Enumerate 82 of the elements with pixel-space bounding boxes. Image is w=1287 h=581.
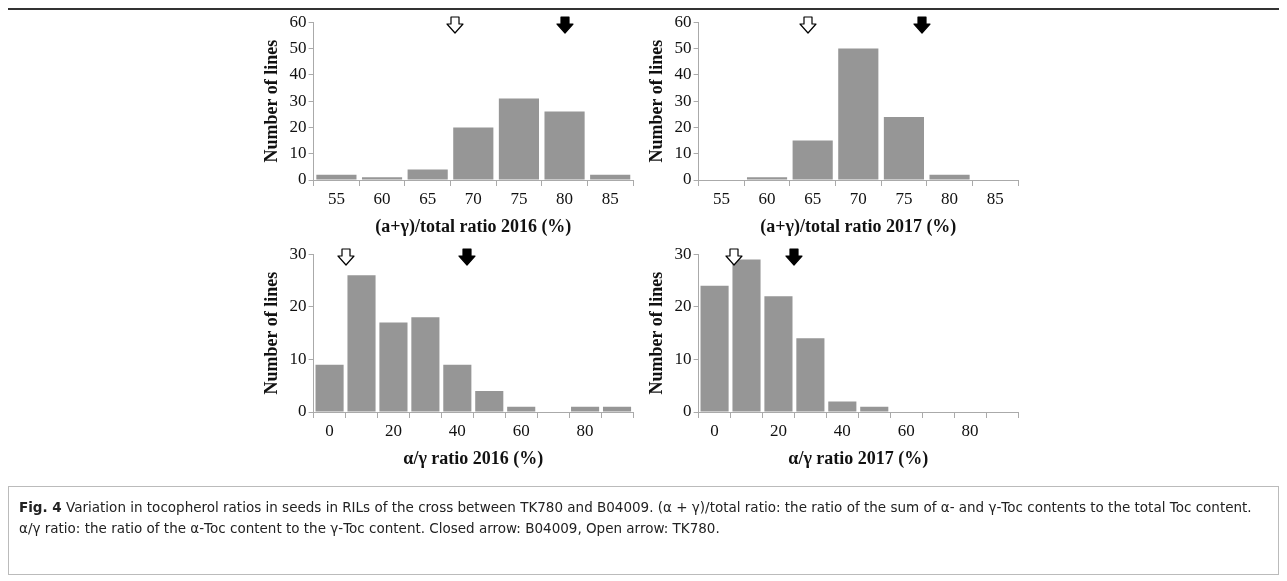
x-tick-label: 55	[327, 188, 345, 208]
x-tick-label: 55	[712, 188, 730, 208]
x-tick-label: 70	[849, 188, 867, 208]
y-tick-label: 30	[289, 243, 307, 263]
y-tick-label: 30	[289, 90, 307, 110]
bar	[602, 406, 632, 412]
y-axis-title: Number of lines	[261, 271, 282, 395]
x-tick-label: 85	[986, 188, 1004, 208]
x-tick-label: 0	[710, 420, 719, 440]
bar	[929, 174, 970, 180]
x-tick-label: 20	[769, 420, 787, 440]
x-tick-label: 80	[961, 420, 979, 440]
y-tick-label: 30	[674, 90, 692, 110]
bar	[590, 174, 631, 180]
x-tick-label: 80	[556, 188, 574, 208]
bar	[732, 259, 761, 412]
bar	[883, 116, 925, 180]
x-tick-label: 60	[758, 188, 776, 208]
bar	[361, 177, 403, 180]
x-tick-label: 60	[373, 188, 391, 208]
y-tick-label: 60	[289, 11, 307, 31]
y-axis-title: Number of lines	[646, 271, 667, 395]
caption: Fig. 4 Variation in tocopherol ratios in seeds in RILs of the cross between TK780 and B04009. (α + γ)/total ratio: the ratio of the sum of α- and γ-Toc contents to the total Toc content. α/γ ratio: the ratio of the α-Toc content to the γ-Toc content. Closed arrow: B04009, Open arrow: TK780.	[19, 499, 1252, 536]
bar	[700, 285, 729, 412]
y-tick-label: 50	[289, 37, 307, 57]
x-tick-label: 80	[576, 420, 594, 440]
x-axis-title: (a+γ)/total ratio 2016 (%)	[375, 215, 572, 237]
y-tick-label: 10	[674, 143, 692, 163]
bar	[407, 169, 448, 180]
bar	[507, 406, 536, 412]
bar	[828, 401, 857, 412]
x-tick-label: 80	[941, 188, 959, 208]
x-axis-title: α/γ ratio 2017 (%)	[788, 447, 929, 469]
bar	[379, 322, 408, 412]
x-axis-title: (a+γ)/total ratio 2017 (%)	[760, 215, 957, 237]
x-tick-label: 20	[384, 420, 402, 440]
bar	[764, 296, 793, 412]
bar	[347, 275, 376, 412]
bar	[443, 364, 472, 412]
y-tick-label: 20	[674, 296, 692, 316]
y-tick-label: 0	[683, 401, 692, 421]
bar	[316, 174, 357, 180]
x-tick-label: 65	[804, 188, 822, 208]
x-tick-label: 65	[419, 188, 437, 208]
bar	[315, 364, 344, 412]
x-tick-label: 40	[448, 420, 466, 440]
y-tick-label: 10	[289, 143, 307, 163]
x-tick-label: 85	[601, 188, 619, 208]
x-tick-label: 70	[464, 188, 482, 208]
y-tick-label: 0	[683, 169, 692, 189]
bar	[453, 127, 494, 180]
bar	[792, 140, 833, 180]
y-tick-label: 20	[289, 296, 307, 316]
y-tick-label: 60	[674, 11, 692, 31]
y-tick-label: 0	[298, 401, 307, 421]
bar	[411, 317, 440, 412]
y-tick-label: 30	[674, 243, 692, 263]
x-axis-title: α/γ ratio 2016 (%)	[403, 447, 544, 469]
y-tick-label: 0	[298, 169, 307, 189]
y-tick-label: 40	[674, 64, 692, 84]
x-tick-label: 40	[833, 420, 851, 440]
bar	[571, 406, 600, 412]
y-tick-label: 20	[674, 116, 692, 136]
bar	[838, 48, 879, 180]
x-tick-label: 75	[895, 188, 913, 208]
y-axis-title: Number of lines	[261, 39, 282, 163]
bar	[860, 406, 889, 412]
y-tick-label: 40	[289, 64, 307, 84]
y-axis-title: Number of lines	[646, 39, 667, 163]
x-tick-label: 0	[325, 420, 334, 440]
y-tick-label: 10	[674, 348, 692, 368]
bar	[498, 98, 540, 180]
bar	[746, 177, 788, 180]
bar	[544, 111, 585, 180]
y-tick-label: 10	[289, 348, 307, 368]
x-tick-label: 60	[897, 420, 915, 440]
bar	[796, 338, 825, 412]
x-tick-label: 60	[512, 420, 530, 440]
y-tick-label: 50	[674, 37, 692, 57]
y-tick-label: 20	[289, 116, 307, 136]
bar	[475, 390, 504, 412]
x-tick-label: 75	[510, 188, 528, 208]
